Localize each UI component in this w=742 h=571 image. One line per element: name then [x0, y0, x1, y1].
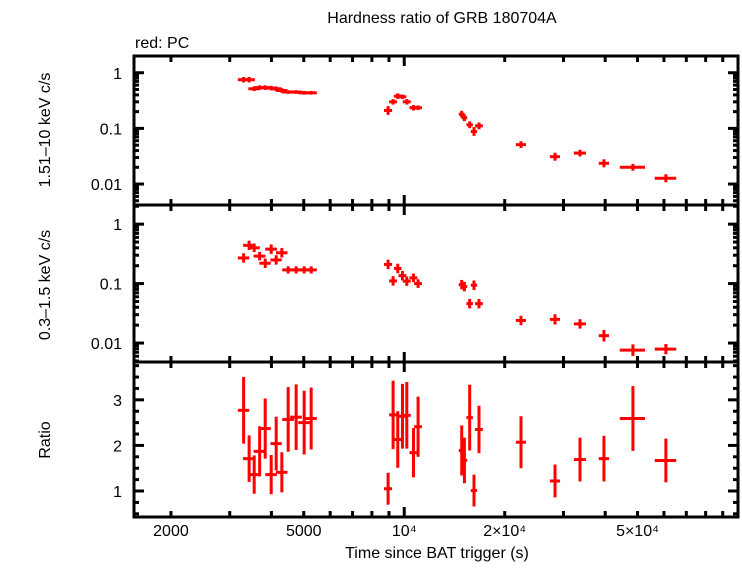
- x-tick-label: 10⁴: [392, 523, 417, 540]
- y-axis-label-ratio: Ratio: [37, 421, 54, 458]
- y-axis-label-soft: 0.3–1.5 keV c/s: [37, 230, 54, 340]
- x-tick-label: 5000: [286, 523, 322, 540]
- x-axis-label: Time since BAT trigger (s): [345, 545, 529, 562]
- y-tick-label: 1: [113, 484, 122, 501]
- chart-title: Hardness ratio of GRB 180704A: [327, 10, 557, 27]
- y-tick-label: 0.1: [100, 121, 122, 138]
- y-tick-label: 0.1: [100, 277, 122, 294]
- y-tick-label: 3: [113, 393, 122, 410]
- y-tick-label: 2: [113, 438, 122, 455]
- y-tick-label: 0.01: [91, 177, 122, 194]
- x-tick-label: 5×10⁴: [616, 523, 659, 540]
- y-tick-label: 0.01: [91, 336, 122, 353]
- chart-subtitle: red: PC: [135, 35, 189, 52]
- x-tick-label: 2×10⁴: [483, 523, 526, 540]
- panel-frame: [132, 360, 740, 519]
- y-axis-label-hard: 1.51–10 keV c/s: [37, 73, 54, 188]
- panel-frame: [132, 203, 740, 364]
- x-tick-label: 2000: [153, 523, 189, 540]
- y-tick-label: 1: [113, 66, 122, 83]
- y-tick-label: 1: [113, 217, 122, 234]
- panel-frame: [132, 54, 740, 207]
